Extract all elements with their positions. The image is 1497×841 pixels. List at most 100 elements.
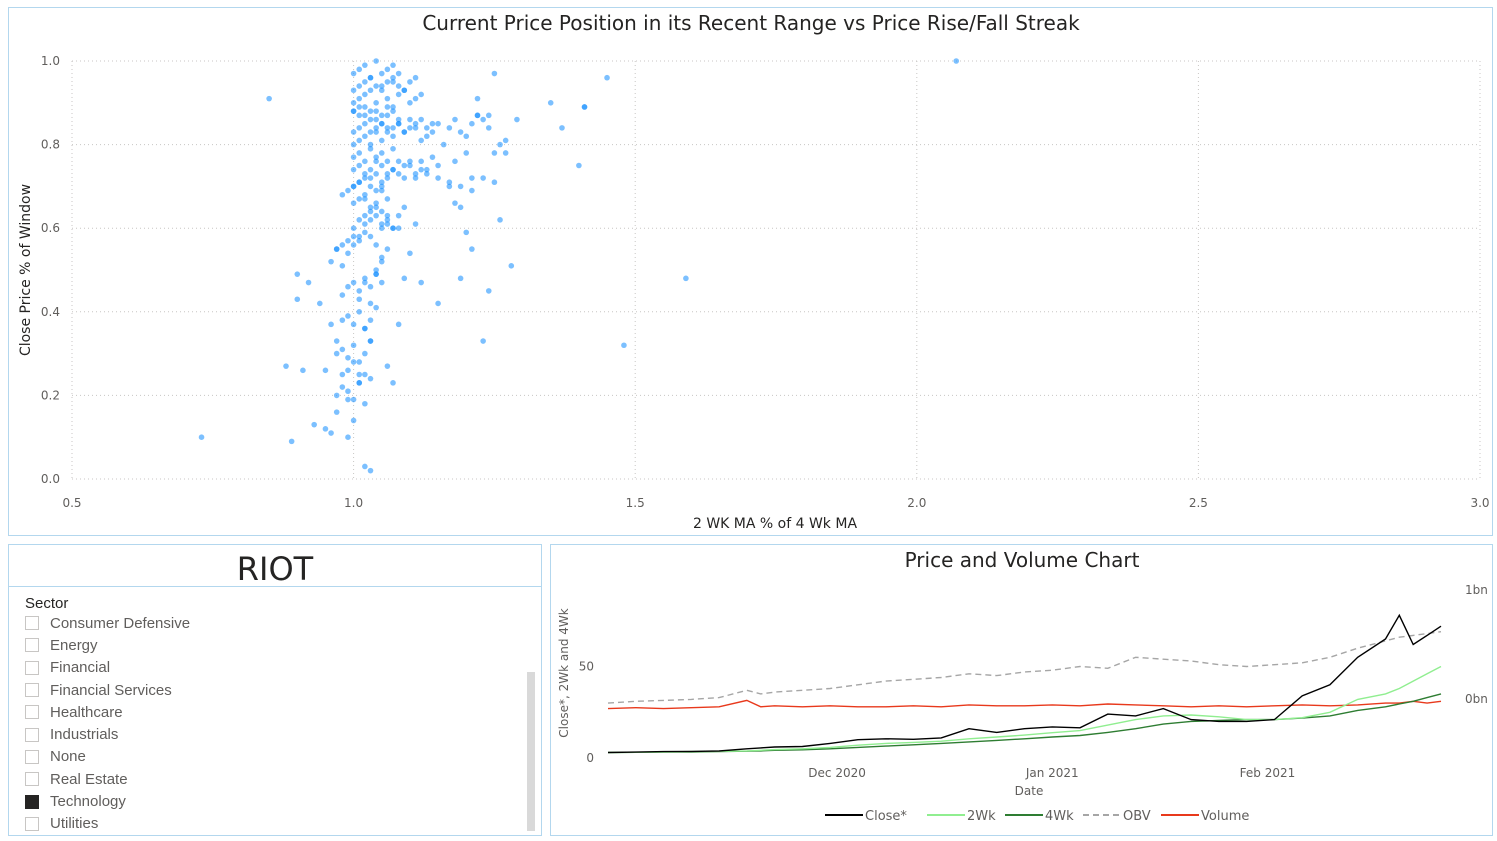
scatter-point — [350, 183, 357, 190]
slicer-item[interactable]: Healthcare — [25, 701, 515, 723]
slicer-checkbox[interactable] — [25, 616, 39, 631]
slicer-checkbox[interactable] — [25, 794, 39, 809]
slicer-checkbox[interactable] — [25, 816, 39, 831]
scatter-point — [485, 125, 492, 131]
scatter-point — [407, 116, 413, 123]
scatter-point — [288, 438, 295, 445]
scatter-point — [373, 267, 379, 273]
scatter-point — [390, 108, 396, 114]
scatter-point — [373, 212, 379, 219]
scatter-point — [502, 150, 509, 156]
scatter-point — [435, 162, 441, 169]
slicer-checkbox[interactable] — [25, 772, 39, 787]
price-x-axis-label: Date — [1015, 784, 1044, 798]
scatter-point — [435, 175, 441, 181]
series-line-2wk — [607, 665, 1442, 754]
y-tick-label: 0.2 — [41, 388, 60, 402]
slicer-item[interactable]: Industrials — [25, 723, 515, 745]
slicer-item[interactable]: Financial Services — [25, 679, 515, 701]
y-tick-label: 50 — [579, 660, 594, 674]
scatter-point — [350, 141, 357, 148]
scatter-point — [362, 104, 368, 110]
scatter-point — [345, 250, 351, 257]
slicer-item[interactable]: Real Estate — [25, 768, 515, 790]
scatter-point — [412, 221, 419, 227]
slicer-checkbox[interactable] — [25, 638, 39, 653]
scatter-point — [362, 463, 368, 470]
scatter-point — [362, 350, 368, 357]
scatter-point — [362, 79, 368, 85]
slicer-scrollbar[interactable] — [527, 672, 535, 831]
scatter-point — [469, 120, 475, 127]
scatter-point — [350, 359, 357, 365]
scatter-point — [373, 100, 379, 106]
scatter-point — [362, 371, 368, 378]
slicer-checkbox[interactable] — [25, 727, 39, 742]
slicer-checkbox[interactable] — [25, 749, 39, 764]
scatter-point — [395, 70, 402, 77]
slicer-item-label: Healthcare — [50, 703, 123, 721]
scatter-point — [305, 279, 312, 286]
scatter-point — [362, 229, 368, 236]
scatter-point — [576, 162, 582, 169]
scatter-point — [401, 204, 408, 211]
slicer-item[interactable]: Consumer Defensive — [25, 612, 515, 634]
scatter-point — [390, 145, 396, 152]
scatter-point — [418, 137, 424, 144]
scatter-point — [378, 279, 385, 286]
scatter-point — [350, 242, 357, 248]
scatter-point — [953, 58, 960, 64]
scatter-point — [339, 346, 346, 353]
scatter-point — [345, 434, 351, 441]
price-volume-panel: Price and Volume Chart 0 50 0bn 1bn Dec 2020… — [550, 544, 1493, 836]
scatter-point — [345, 367, 351, 374]
scatter-point — [362, 62, 368, 68]
scatter-point — [317, 300, 323, 307]
scatter-point — [581, 104, 588, 110]
scatter-point — [401, 87, 408, 94]
scatter-point — [350, 70, 357, 77]
scatter-point — [378, 254, 385, 261]
scatter-point — [390, 225, 396, 231]
slicer-item[interactable]: None — [25, 746, 515, 768]
scatter-point — [356, 137, 363, 144]
scatter-point — [452, 158, 458, 165]
slicer-item[interactable]: Energy — [25, 634, 515, 656]
scatter-point — [356, 196, 363, 202]
scatter-point — [407, 250, 413, 257]
scatter-point — [328, 321, 334, 328]
scatter-point — [373, 129, 379, 135]
scatter-point — [339, 317, 346, 323]
price-legend: Close* 2Wk 4Wk OBV Volume — [825, 809, 1249, 824]
scatter-point — [395, 83, 402, 89]
scatter-point — [300, 367, 306, 374]
slicer-checkbox[interactable] — [25, 660, 39, 675]
slicer-item[interactable]: Financial — [25, 657, 515, 679]
scatter-point — [339, 292, 346, 298]
slicer-checkbox[interactable] — [25, 683, 39, 698]
scatter-point — [362, 275, 368, 282]
scatter-point — [350, 108, 357, 114]
scatter-point — [367, 317, 374, 323]
scatter-point — [345, 396, 351, 403]
scatter-point — [356, 66, 363, 73]
scatter-point — [373, 158, 379, 165]
scatter-point — [384, 112, 391, 119]
slicer-checkbox[interactable] — [25, 705, 39, 720]
scatter-point — [395, 158, 402, 165]
scatter-point — [378, 112, 385, 119]
scatter-point — [407, 125, 413, 131]
scatter-point — [367, 74, 374, 81]
scatter-point — [356, 217, 363, 223]
slicer-item[interactable]: Utilities — [25, 813, 515, 835]
series-line-volume — [607, 699, 1442, 710]
scatter-point — [480, 175, 486, 181]
scatter-point — [407, 100, 413, 106]
slicer-item-label: Energy — [50, 636, 98, 654]
scatter-point — [373, 304, 379, 311]
scatter-point — [350, 417, 357, 424]
scatter-point — [418, 158, 424, 165]
slicer-item[interactable]: Technology — [25, 790, 515, 812]
scatter-point — [356, 179, 363, 186]
scatter-point — [356, 104, 363, 110]
